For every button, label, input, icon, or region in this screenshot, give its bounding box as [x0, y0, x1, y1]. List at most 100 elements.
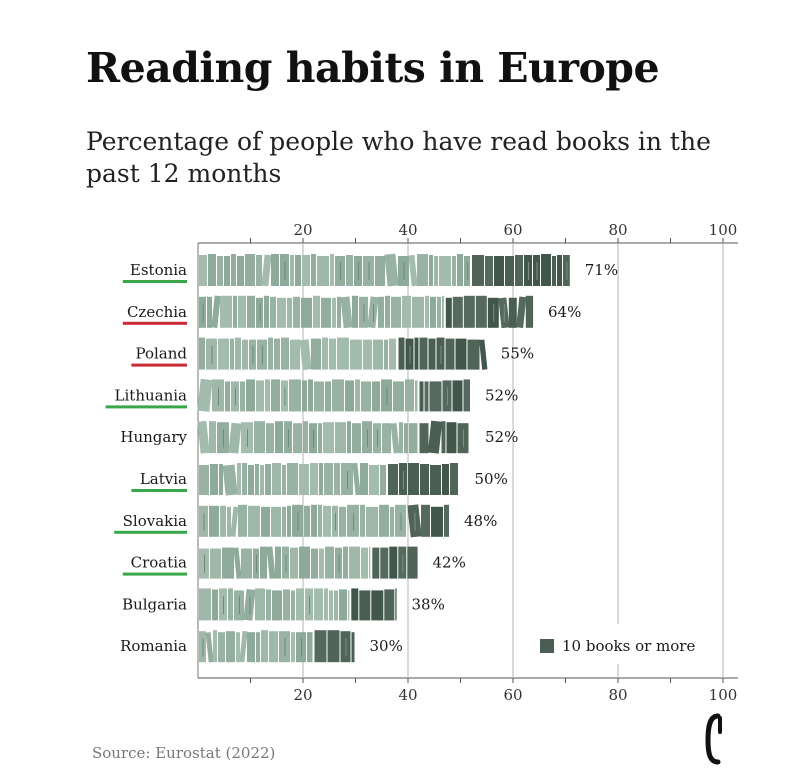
book-light	[268, 337, 273, 370]
book-light	[205, 632, 214, 663]
book-dark	[541, 254, 551, 286]
book-light	[442, 295, 444, 328]
book-light	[220, 295, 232, 328]
book-light	[271, 506, 281, 537]
book-light	[282, 465, 286, 495]
book-light	[275, 546, 281, 579]
book-dark	[505, 256, 514, 286]
book-light	[287, 463, 298, 495]
book-light	[199, 465, 209, 495]
book-light	[218, 632, 225, 663]
category-label-hungary: Hungary	[120, 428, 187, 446]
book-light	[256, 380, 264, 412]
book-light	[266, 423, 274, 454]
book-light	[373, 339, 383, 370]
value-label-estonia: 71%	[585, 261, 618, 279]
book-light	[199, 255, 207, 286]
book-light	[347, 421, 351, 454]
value-label-slovakia: 48%	[464, 512, 497, 530]
book-light	[311, 338, 321, 370]
book-light	[302, 255, 310, 286]
book-light	[332, 297, 336, 328]
book-light	[282, 506, 286, 537]
book-light	[323, 505, 331, 537]
legend-label-dark: 10 books or more	[562, 637, 696, 655]
book-light	[369, 546, 371, 579]
book-light	[290, 547, 298, 579]
book-light	[330, 254, 334, 286]
book-light	[345, 380, 354, 412]
book-light	[233, 547, 242, 579]
category-label-estonia: Estonia	[130, 261, 187, 279]
book-light	[248, 505, 260, 537]
book-light	[402, 295, 411, 328]
book-light	[367, 296, 379, 329]
book-light	[199, 588, 211, 621]
legend-swatch-dark	[540, 639, 554, 653]
book-light	[291, 632, 295, 663]
book-light	[361, 547, 368, 579]
book-light	[266, 546, 276, 579]
book-dark	[419, 381, 424, 412]
book-light	[299, 546, 310, 579]
book-dark	[494, 256, 504, 286]
book-light	[385, 295, 390, 328]
legend-item-dark: 10 books or more	[540, 637, 695, 655]
book-light	[290, 339, 300, 370]
book-light	[390, 506, 394, 537]
book-dark	[431, 506, 443, 537]
book-light	[425, 295, 429, 328]
book-light	[340, 296, 353, 329]
book-light	[212, 589, 218, 621]
book-dark	[475, 295, 487, 328]
category-label-lithuania: Lithuania	[115, 386, 188, 404]
book-light	[314, 381, 324, 412]
book-light	[277, 297, 286, 328]
book-light	[375, 256, 385, 286]
book-light	[311, 254, 316, 286]
book-light	[207, 296, 212, 328]
book-light	[318, 423, 322, 454]
x-tick-label-top: 60	[503, 221, 522, 239]
book-light	[218, 338, 229, 370]
book-dark	[445, 297, 452, 328]
book-light	[329, 590, 333, 621]
book-light	[334, 463, 340, 495]
book-light	[220, 505, 226, 537]
book-light	[311, 504, 317, 537]
value-label-latvia: 50%	[475, 470, 508, 488]
book-light	[384, 253, 399, 287]
book-light	[210, 548, 221, 579]
book-light	[325, 381, 331, 412]
book-light	[352, 295, 358, 328]
category-label-latvia: Latvia	[140, 470, 187, 488]
book-light	[439, 256, 451, 286]
book-light	[254, 421, 265, 454]
book-light	[337, 337, 349, 370]
book-dark	[398, 337, 405, 370]
book-light	[332, 379, 344, 412]
book-light	[302, 380, 307, 412]
book-dark	[515, 255, 523, 286]
book-light	[391, 296, 401, 328]
book-dark	[485, 256, 493, 286]
book-light	[240, 381, 245, 412]
book-light	[210, 464, 218, 495]
book-dark	[351, 632, 355, 663]
bar-lithuania	[197, 378, 470, 412]
book-light	[233, 295, 237, 328]
book-light	[230, 338, 234, 370]
x-tick-label-top: 100	[709, 221, 738, 239]
book-light	[283, 589, 290, 621]
publisher-logo-icon	[705, 713, 722, 765]
book-light	[299, 339, 312, 371]
book-dark	[395, 588, 397, 621]
x-tick-label-bottom: 80	[608, 686, 627, 704]
x-tick-label-bottom: 100	[709, 686, 738, 704]
book-dark	[445, 338, 455, 370]
value-label-hungary: 52%	[485, 428, 518, 446]
book-light	[293, 296, 300, 328]
book-dark	[424, 381, 429, 412]
book-light	[242, 463, 247, 495]
bar-croatia	[199, 546, 418, 579]
